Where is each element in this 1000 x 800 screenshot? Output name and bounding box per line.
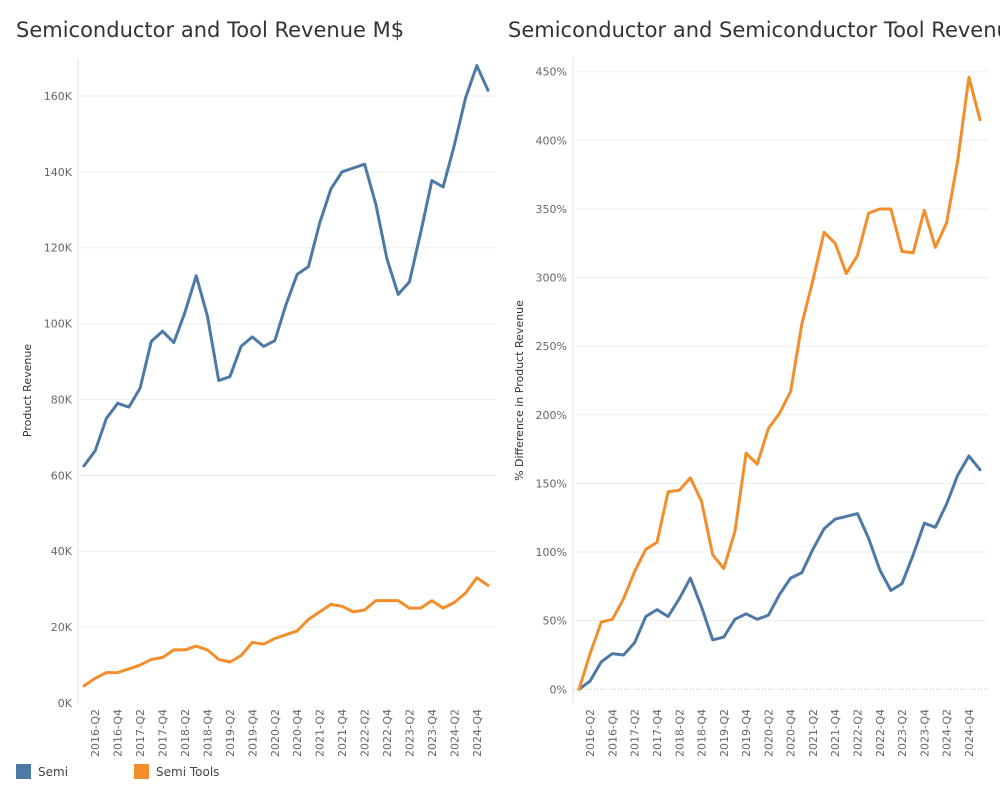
y-tick-label: 0K bbox=[58, 697, 73, 710]
x-tick-label: 2022-Q2 bbox=[359, 709, 372, 757]
x-tick-label: 2017-Q2 bbox=[629, 709, 642, 757]
x-tick-label: 2018-Q4 bbox=[201, 709, 214, 757]
x-tick-label: 2017-Q4 bbox=[157, 709, 170, 757]
chart-title-left: Semiconductor and Tool Revenue M$ bbox=[16, 18, 405, 42]
legend-label-semi-tools: Semi Tools bbox=[156, 764, 220, 779]
x-tick-label: 2018-Q2 bbox=[673, 709, 686, 757]
y-tick-label: 0% bbox=[550, 683, 567, 696]
x-tick-label: 2021-Q2 bbox=[314, 709, 327, 757]
series-line-semi bbox=[82, 64, 490, 468]
series-line-semi-tools bbox=[577, 75, 982, 691]
x-tick-label: 2019-Q2 bbox=[718, 709, 731, 757]
legend-item-semi[interactable]: Semi bbox=[16, 764, 68, 779]
x-tick-label: 2024-Q2 bbox=[941, 709, 954, 757]
legend-swatch-semi bbox=[16, 764, 31, 779]
y-tick-label: 80K bbox=[51, 393, 73, 406]
x-tick-label: 2023-Q4 bbox=[426, 709, 439, 757]
x-tick-label: 2016-Q2 bbox=[584, 709, 597, 757]
y-tick-label: 40K bbox=[51, 545, 73, 558]
x-tick-label: 2021-Q4 bbox=[829, 709, 842, 757]
x-tick-label: 2023-Q4 bbox=[918, 709, 931, 757]
x-tick-label: 2019-Q4 bbox=[246, 709, 259, 757]
x-tick-label: 2024-Q4 bbox=[471, 709, 484, 757]
x-tick-label: 2020-Q2 bbox=[269, 709, 282, 757]
legend-swatch-semi-tools bbox=[134, 764, 149, 779]
y-tick-label: 300% bbox=[536, 272, 567, 285]
x-tick-label: 2023-Q2 bbox=[403, 709, 416, 757]
y-tick-label: 160K bbox=[44, 90, 73, 103]
legend: Semi Semi Tools bbox=[16, 764, 416, 786]
x-tick-label: 2022-Q2 bbox=[851, 709, 864, 757]
legend-item-semi-tools[interactable]: Semi Tools bbox=[134, 764, 219, 779]
y-tick-label: 350% bbox=[536, 203, 567, 216]
chart-left: 0K 20K 40K 60K 80K 100K 120K 140K 160K Product Re… bbox=[21, 58, 496, 757]
x-tick-label: 2024-Q4 bbox=[963, 709, 976, 757]
x-tick-label: 2017-Q2 bbox=[134, 709, 147, 757]
y-tick-label: 100K bbox=[44, 318, 73, 331]
y-tick-label: 50% bbox=[543, 615, 567, 628]
y-tick-label: 400% bbox=[536, 134, 567, 147]
y-tick-label: 20K bbox=[51, 621, 73, 634]
x-tick-label: 2018-Q4 bbox=[696, 709, 709, 757]
x-tick-label: 2021-Q2 bbox=[807, 709, 820, 757]
x-tick-label: 2024-Q2 bbox=[448, 709, 461, 757]
x-tick-label: 2017-Q4 bbox=[651, 709, 664, 757]
legend-label-semi: Semi bbox=[38, 764, 69, 779]
y-tick-label: 200% bbox=[536, 409, 567, 422]
y-tick-label: 250% bbox=[536, 340, 567, 353]
chart-right: 0% 50% 100% 150% 200% 250% 300% 350% 400% 450% % D… bbox=[513, 58, 988, 757]
x-tick-label: 2023-Q2 bbox=[896, 709, 909, 757]
x-tick-label: 2020-Q2 bbox=[762, 709, 775, 757]
x-tick-label: 2016-Q4 bbox=[606, 709, 619, 757]
y-tick-label: 140K bbox=[44, 166, 73, 179]
chart-title-right: Semiconductor and Semiconductor Tool Rev… bbox=[508, 18, 1000, 42]
y-tick-label: 60K bbox=[51, 469, 73, 482]
x-tick-label: 2021-Q4 bbox=[336, 709, 349, 757]
series-line-semi bbox=[577, 454, 982, 691]
x-tick-label: 2020-Q4 bbox=[785, 709, 798, 757]
y-tick-label: 450% bbox=[536, 66, 567, 79]
y-tick-label: 100% bbox=[536, 546, 567, 559]
x-tick-label: 2020-Q4 bbox=[291, 709, 304, 757]
x-tick-label: 2018-Q2 bbox=[179, 709, 192, 757]
series-line-semi-tools bbox=[82, 576, 490, 688]
x-tick-label: 2022-Q4 bbox=[874, 709, 887, 757]
y-axis-title: Product Revenue bbox=[21, 344, 34, 437]
x-tick-label: 2022-Q4 bbox=[381, 709, 394, 757]
y-tick-label: 150% bbox=[536, 477, 567, 490]
charts-canvas: 0K 20K 40K 60K 80K 100K 120K 140K 160K Product Re… bbox=[21, 58, 988, 757]
x-tick-label: 2016-Q4 bbox=[112, 709, 125, 757]
x-tick-label: 2019-Q4 bbox=[740, 709, 753, 757]
x-tick-label: 2016-Q2 bbox=[89, 709, 102, 757]
y-axis-title: % Difference in Product Revenue bbox=[513, 300, 526, 481]
x-tick-label: 2019-Q2 bbox=[224, 709, 237, 757]
y-tick-label: 120K bbox=[44, 242, 73, 255]
